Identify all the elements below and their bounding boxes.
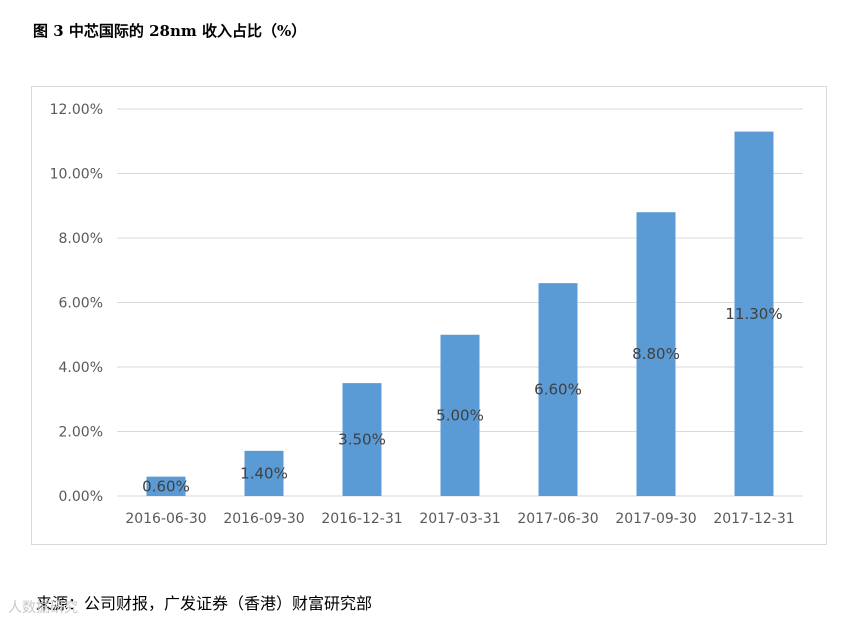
- bar-chart: 0.00% 2.00% 4.00% 6.00% 8.00% 10.00% 12.00% 0.6…: [50, 102, 803, 527]
- y-tick-label: 8.00%: [59, 231, 103, 247]
- x-tick-label: 2017-06-30: [517, 511, 598, 527]
- y-tick-label: 6.00%: [59, 296, 103, 312]
- data-label: 5.00%: [436, 406, 484, 424]
- bar: [440, 334, 480, 496]
- x-tick-label: 2016-06-30: [125, 511, 206, 527]
- y-tick-label: 2.00%: [59, 425, 103, 441]
- data-label: 8.80%: [632, 345, 680, 363]
- source-note: 来源：公司财报，广发证券（香港）财富研究部: [36, 594, 373, 613]
- bar: [342, 383, 382, 496]
- data-label: 1.40%: [240, 464, 288, 482]
- chart-title: 图 3 中芯国际的 28nm 收入占比（%）: [33, 22, 307, 40]
- bar: [734, 131, 774, 496]
- y-tick-label: 0.00%: [59, 489, 103, 505]
- x-tick-label: 2017-09-30: [615, 511, 696, 527]
- bar: [146, 476, 186, 496]
- x-tick-label: 2017-03-31: [419, 511, 500, 527]
- data-label: 11.30%: [725, 305, 782, 323]
- y-tick-label: 4.00%: [59, 360, 103, 376]
- x-tick-label: 2016-09-30: [223, 511, 304, 527]
- chart-area: 0.00% 2.00% 4.00% 6.00% 8.00% 10.00% 12.00% 0.6…: [31, 86, 827, 545]
- x-tick-label: 2016-12-31: [321, 511, 402, 527]
- y-tick-label: 10.00%: [50, 167, 103, 183]
- bar: [244, 450, 284, 496]
- bar: [538, 283, 578, 496]
- bar: [636, 212, 676, 496]
- data-label: 6.60%: [534, 381, 582, 399]
- x-tick-label: 2017-12-31: [713, 511, 794, 527]
- y-tick-label: 12.00%: [50, 102, 103, 118]
- data-label: 3.50%: [338, 431, 386, 449]
- watermark: 人数据研究: [8, 600, 78, 616]
- data-label: 0.60%: [142, 477, 190, 495]
